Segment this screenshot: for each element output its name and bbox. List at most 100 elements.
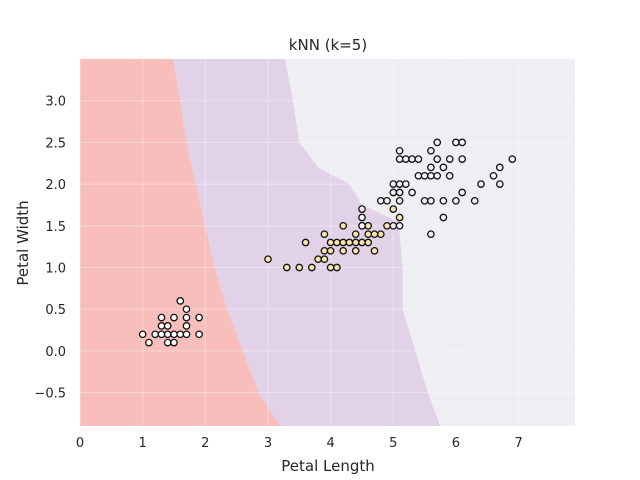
data-point [151,330,160,339]
x-tick-label: 2 [201,436,209,451]
data-point [333,238,341,247]
data-point [333,263,341,272]
data-point [182,313,191,322]
data-point [427,163,435,172]
data-point [326,246,335,255]
y-tick-label: 0.0 [45,345,66,360]
data-point [364,230,373,239]
data-point [458,188,467,197]
data-point [508,155,517,163]
data-point [389,188,398,197]
data-point [295,263,304,272]
data-point [439,196,448,205]
data-point [138,330,147,339]
data-point [351,230,360,239]
data-point [351,238,360,247]
data-point [182,322,191,330]
x-tick-label: 1 [139,436,147,451]
data-point [170,313,178,322]
data-point [445,155,454,163]
data-point [401,155,410,163]
data-point [470,196,479,205]
data-point [401,180,410,188]
data-point [195,313,203,322]
data-point [376,230,385,239]
data-point [163,338,172,347]
y-axis-label: Petal Width [14,200,32,285]
data-point [320,230,329,239]
data-point [170,338,178,347]
x-tick-label: 7 [514,436,522,451]
data-point [439,163,448,172]
data-point [326,263,335,272]
data-point [370,230,379,239]
x-axis: 0 1 2 3 4 5 6 7 [76,436,523,451]
data-point [427,171,435,180]
data-point [157,313,166,322]
data-point [364,221,373,230]
data-point [320,246,329,255]
data-point [389,221,398,230]
data-point [395,146,404,155]
y-tick-label: −0.5 [34,387,66,402]
data-point [495,180,504,188]
data-point [301,238,310,247]
data-point [282,263,291,272]
data-point [452,196,460,205]
data-point [395,188,404,197]
data-point [339,246,348,255]
data-point [433,171,442,180]
data-point [420,171,429,180]
data-point [351,246,360,255]
data-point [395,180,404,188]
y-tick-label: 2.5 [45,136,66,151]
data-point [176,330,185,339]
chart-title: kNN (k=5) [289,36,367,54]
y-tick-label: 1.0 [45,262,66,277]
data-point [145,338,153,347]
data-point [358,221,366,230]
data-point [370,246,379,255]
y-axis: −0.5 0.0 0.5 1.0 1.5 2.0 2.5 3.0 [34,95,66,402]
data-point [433,138,442,147]
data-point [170,330,178,339]
data-point [339,238,348,247]
data-point [364,238,373,247]
data-point [358,238,366,247]
data-point [433,155,442,163]
x-tick-label: 5 [389,436,397,451]
data-point [427,196,435,205]
x-tick-label: 4 [326,436,334,451]
data-point [345,238,354,247]
data-point [395,196,404,205]
decision-region-0 [80,59,281,426]
data-point [477,180,485,188]
data-point [427,146,435,155]
x-tick-label: 3 [264,436,272,451]
data-point [427,230,435,239]
data-point [495,163,504,172]
data-point [326,238,335,247]
data-point [389,180,398,188]
y-tick-label: 2.0 [45,178,66,193]
data-point [489,171,498,180]
x-axis-label: Petal Length [281,457,375,475]
x-tick-label: 0 [76,436,84,451]
y-tick-label: 3.0 [45,95,66,110]
data-point [420,196,429,205]
data-point [176,297,185,305]
x-tick-label: 6 [452,436,460,451]
data-point [408,155,416,163]
data-point [383,221,391,230]
data-point [339,221,348,230]
data-point [358,213,366,222]
data-point [408,188,416,197]
data-point [458,155,467,163]
data-point [157,322,166,330]
data-point [383,196,391,205]
data-point [358,205,366,213]
data-point [163,322,172,330]
data-point [195,330,203,339]
y-tick-label: 1.5 [45,220,66,235]
